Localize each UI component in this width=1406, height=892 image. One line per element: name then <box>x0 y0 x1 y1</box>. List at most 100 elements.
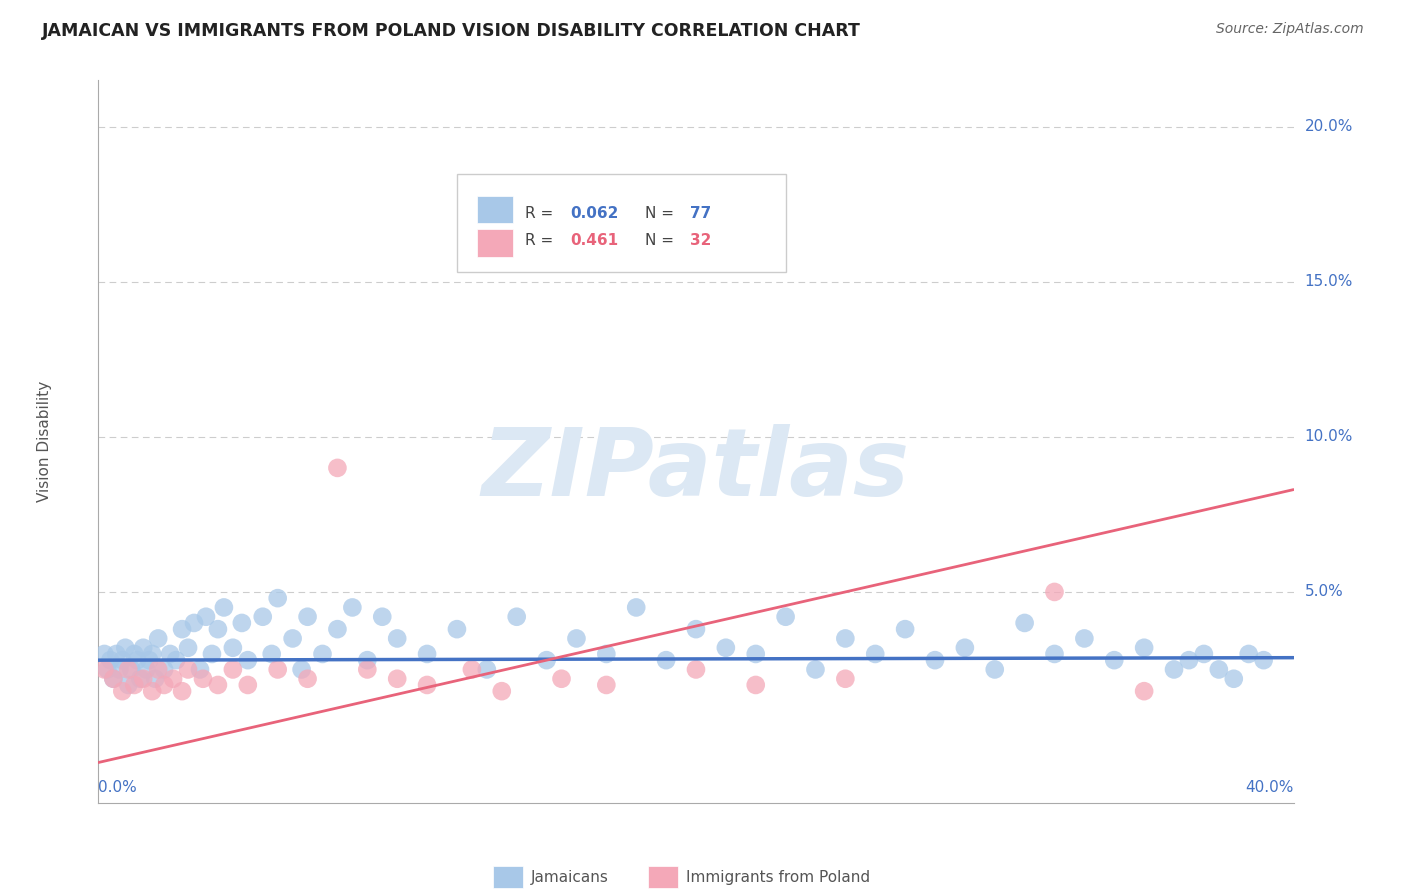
Point <box>356 663 378 677</box>
Point <box>894 622 917 636</box>
Point <box>804 663 827 677</box>
Text: 5.0%: 5.0% <box>1305 584 1343 599</box>
Point <box>132 672 155 686</box>
Text: 32: 32 <box>690 233 711 248</box>
Point <box>655 653 678 667</box>
Point <box>236 678 259 692</box>
Point <box>93 663 115 677</box>
Text: JAMAICAN VS IMMIGRANTS FROM POLAND VISION DISABILITY CORRELATION CHART: JAMAICAN VS IMMIGRANTS FROM POLAND VISIO… <box>42 22 860 40</box>
Point <box>260 647 283 661</box>
Point <box>153 663 176 677</box>
Point <box>117 678 139 692</box>
Point <box>231 615 253 630</box>
Point <box>865 647 887 661</box>
Text: 0.461: 0.461 <box>571 233 619 248</box>
Point <box>105 647 128 661</box>
Point <box>1133 684 1156 698</box>
Point <box>595 647 617 661</box>
Point <box>222 640 245 655</box>
FancyBboxPatch shape <box>494 866 523 888</box>
Text: 20.0%: 20.0% <box>1305 120 1353 135</box>
Point <box>93 647 115 661</box>
Point <box>745 678 768 692</box>
Point <box>506 609 529 624</box>
Point <box>281 632 304 646</box>
Point <box>565 632 588 646</box>
Point <box>132 640 155 655</box>
Point <box>124 678 146 692</box>
Point <box>626 600 648 615</box>
Point <box>148 632 170 646</box>
Point <box>685 663 707 677</box>
Point <box>475 244 498 258</box>
Text: R =: R = <box>524 233 558 248</box>
Text: N =: N = <box>644 233 679 248</box>
Point <box>148 663 170 677</box>
Point <box>1208 663 1230 677</box>
Point <box>252 609 274 624</box>
Point <box>297 609 319 624</box>
Point <box>103 672 125 686</box>
Point <box>236 653 259 667</box>
Point <box>111 684 134 698</box>
Point <box>172 684 194 698</box>
FancyBboxPatch shape <box>648 866 678 888</box>
Point <box>1237 647 1260 661</box>
FancyBboxPatch shape <box>477 229 513 257</box>
Point <box>475 663 498 677</box>
Point <box>1223 672 1246 686</box>
Point <box>212 600 235 615</box>
Point <box>267 591 290 606</box>
Point <box>745 647 768 661</box>
Point <box>1163 663 1185 677</box>
Point <box>491 684 513 698</box>
Text: Immigrants from Poland: Immigrants from Poland <box>686 870 870 885</box>
Point <box>953 640 976 655</box>
Point <box>416 678 439 692</box>
Point <box>124 647 146 661</box>
Point <box>550 672 572 686</box>
Point <box>1104 653 1126 667</box>
Point <box>98 653 122 667</box>
Point <box>685 622 707 636</box>
Point <box>120 663 142 677</box>
Point <box>291 663 314 677</box>
Point <box>138 653 160 667</box>
Text: 40.0%: 40.0% <box>1246 780 1294 796</box>
Point <box>1253 653 1275 667</box>
Point <box>177 663 200 677</box>
Point <box>267 663 290 677</box>
Point <box>446 622 468 636</box>
Text: Vision Disability: Vision Disability <box>37 381 52 502</box>
Point <box>416 647 439 661</box>
Point <box>108 663 131 677</box>
Point <box>1043 647 1066 661</box>
Point <box>924 653 946 667</box>
Point <box>172 622 194 636</box>
Point <box>311 647 333 661</box>
Point <box>342 600 364 615</box>
Text: R =: R = <box>524 206 558 221</box>
Point <box>96 663 118 677</box>
FancyBboxPatch shape <box>457 174 786 272</box>
Point <box>461 663 484 677</box>
Point <box>775 609 797 624</box>
Point <box>595 678 617 692</box>
Point <box>356 653 378 667</box>
Point <box>984 663 1007 677</box>
Point <box>385 672 409 686</box>
Point <box>188 663 211 677</box>
Point <box>1043 585 1066 599</box>
Text: N =: N = <box>644 206 679 221</box>
Point <box>103 672 125 686</box>
Text: Source: ZipAtlas.com: Source: ZipAtlas.com <box>1216 22 1364 37</box>
Point <box>162 672 184 686</box>
Point <box>222 663 245 677</box>
Point <box>117 663 139 677</box>
Point <box>153 678 176 692</box>
Point <box>141 684 163 698</box>
Text: ZIPatlas: ZIPatlas <box>482 425 910 516</box>
Text: 0.062: 0.062 <box>571 206 619 221</box>
Point <box>135 663 157 677</box>
Point <box>297 672 319 686</box>
